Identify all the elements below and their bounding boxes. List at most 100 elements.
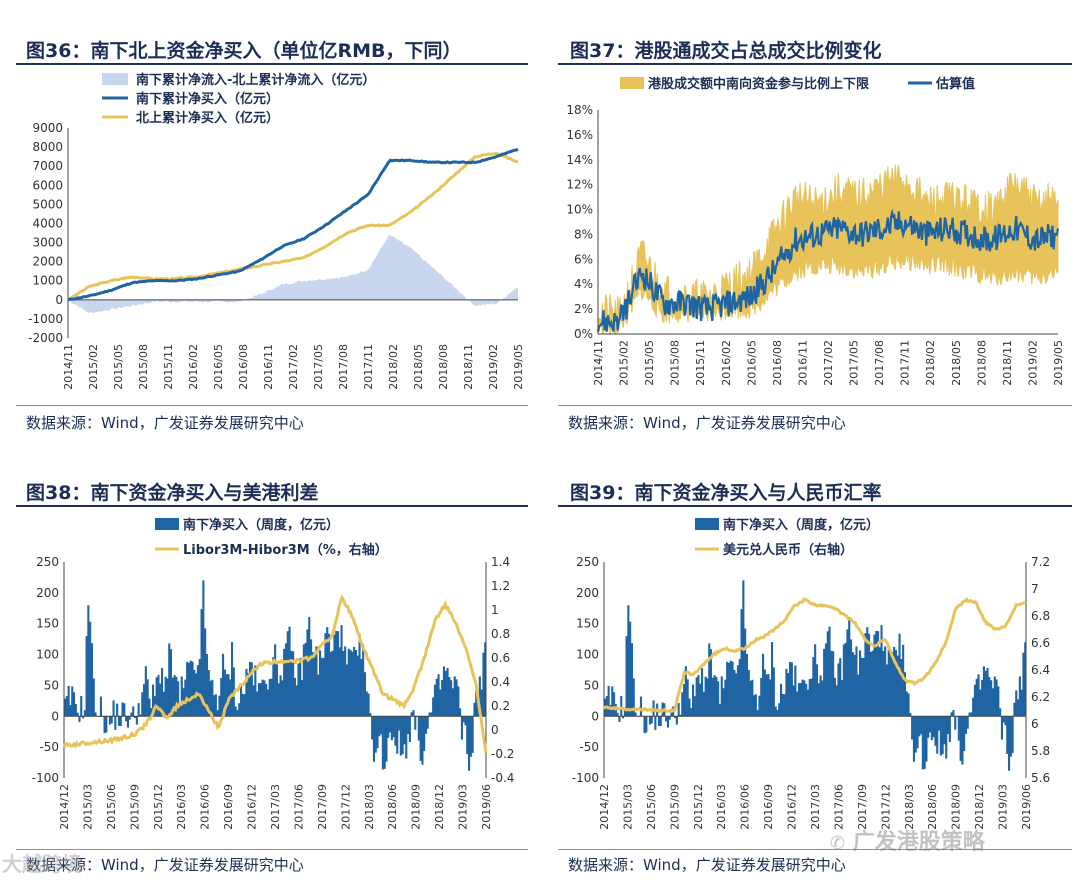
- weekly-net-buy-bar: [889, 650, 892, 717]
- weekly-net-buy-bar: [927, 716, 930, 738]
- weekly-net-buy-bar: [358, 633, 361, 717]
- y2-tick-3: 0.8: [491, 627, 510, 641]
- weekly-net-buy-bar: [947, 716, 950, 735]
- legend-bar-swatch: [155, 518, 179, 530]
- weekly-net-buy-bar: [141, 692, 144, 717]
- weekly-net-buy-bar: [71, 686, 74, 717]
- weekly-net-buy-bar: [371, 716, 374, 740]
- x-xtick-3: 2015/08: [137, 344, 150, 390]
- x-xtick-1: 2015/03: [81, 784, 94, 830]
- weekly-net-buy-bar: [132, 706, 135, 717]
- weekly-net-buy-bar: [430, 712, 433, 717]
- weekly-net-buy-bar: [747, 670, 750, 717]
- x-xtick-6: 2016/05: [745, 340, 758, 386]
- weekly-net-buy-bar: [934, 716, 937, 746]
- figure-36-chart: 南下累计净流入-北上累计净流入（亿元） 南下累计净买入（亿元） 北上累计净买入（亿元…: [28, 72, 525, 390]
- weekly-net-buy-bar: [441, 679, 444, 717]
- weekly-net-buy-bar: [790, 662, 793, 717]
- weekly-net-buy-bar: [826, 631, 829, 717]
- x-xtick-9: 2017/02: [822, 340, 835, 386]
- weekly-net-buy-bar: [819, 675, 822, 717]
- weekly-net-buy-bar: [238, 703, 241, 717]
- weekly-net-buy-bar: [266, 689, 269, 717]
- weekly-net-buy-bar: [448, 677, 451, 717]
- weekly-net-buy-bar: [645, 716, 648, 733]
- x-xtick-18: 2019/05: [1052, 340, 1065, 386]
- weekly-net-buy-bar: [281, 680, 284, 717]
- figure-38-title: 图38：南下资金净买入与美港利差: [26, 482, 319, 504]
- weekly-net-buy-bar: [462, 716, 465, 723]
- y-tick-6: -50: [39, 740, 59, 754]
- x-xtick-17: 2019/02: [487, 344, 500, 390]
- legend-bar-swatch: [695, 518, 719, 530]
- weekly-net-buy-bar: [383, 716, 386, 769]
- weekly-net-buy-bar: [268, 679, 271, 717]
- weekly-net-buy-bar: [78, 716, 81, 722]
- weekly-net-buy-bar: [629, 621, 632, 717]
- weekly-net-buy-bar: [666, 716, 669, 728]
- weekly-net-buy-bar: [995, 679, 998, 717]
- x-xtick-14: 2018/05: [950, 340, 963, 386]
- weekly-net-buy-bar: [231, 642, 234, 717]
- weekly-net-buy-bar: [853, 654, 856, 717]
- series-net-difference-area: [68, 235, 518, 314]
- weekly-net-buy-bar: [1000, 716, 1003, 740]
- weekly-net-buy-bar: [180, 676, 183, 717]
- weekly-net-buy-bar: [74, 704, 77, 717]
- weekly-net-buy-bar: [272, 657, 275, 717]
- legend-north-label: 北上累计净买入（亿元）: [136, 110, 279, 126]
- weekly-net-buy-bar: [459, 708, 462, 717]
- weekly-net-buy-bar: [828, 626, 831, 717]
- weekly-net-buy-bar: [988, 677, 991, 717]
- weekly-net-buy-bar: [733, 670, 736, 717]
- weekly-net-buy-bar: [912, 716, 915, 762]
- weekly-net-buy-bar: [923, 716, 926, 769]
- x-xtick-13: 2018/03: [363, 784, 376, 830]
- weekly-net-buy-bar: [216, 710, 219, 717]
- weekly-net-buy-bar: [110, 716, 113, 724]
- weekly-net-buy-bar: [247, 673, 250, 717]
- weekly-net-buy-bar: [785, 668, 788, 717]
- weekly-net-buy-bar: [758, 695, 761, 717]
- weekly-net-buy-bar: [950, 712, 953, 717]
- weekly-net-buy-bar: [914, 716, 917, 753]
- x-xtick-16: 2018/12: [973, 784, 986, 830]
- weekly-net-buy-bar: [781, 694, 784, 717]
- weekly-net-buy-bar: [903, 672, 906, 717]
- weekly-net-buy-bar: [144, 666, 147, 717]
- weekly-net-buy-bar: [718, 703, 721, 717]
- x-xtick-5: 2016/03: [715, 784, 728, 830]
- weekly-net-buy-bar: [394, 716, 397, 746]
- x-xtick-12: 2017/11: [362, 344, 375, 390]
- weekly-net-buy-bar: [618, 716, 621, 722]
- weekly-net-buy-bar: [623, 710, 626, 717]
- weekly-net-buy-bar: [435, 678, 438, 717]
- weekly-net-buy-bar: [648, 716, 651, 725]
- x-xtick-3: 2015/09: [128, 784, 141, 830]
- weekly-net-buy-bar: [611, 686, 614, 717]
- weekly-net-buy-bar: [139, 714, 142, 717]
- weekly-net-buy-bar: [711, 677, 714, 717]
- weekly-net-buy-bar: [1002, 716, 1005, 723]
- y2-tick-8: 5.6: [1031, 771, 1050, 785]
- weekly-net-buy-bar: [177, 681, 180, 717]
- y-tick-1: 8000: [32, 140, 63, 154]
- weekly-net-buy-bar: [130, 712, 133, 717]
- weekly-net-buy-bar: [117, 716, 120, 726]
- y-tick-4: 50: [44, 678, 59, 692]
- weekly-net-buy-bar: [981, 679, 984, 717]
- y2-tick-0: 1.4: [491, 555, 510, 569]
- weekly-net-buy-bar: [286, 631, 289, 717]
- legend-area-swatch: [102, 73, 128, 85]
- weekly-net-buy-bar: [607, 685, 610, 717]
- weekly-net-buy-bar: [627, 605, 630, 717]
- weekly-net-buy-bar: [313, 654, 316, 717]
- weekly-net-buy-bar: [198, 659, 201, 717]
- weekly-net-buy-bar: [320, 657, 323, 717]
- weekly-net-buy-bar: [814, 644, 817, 717]
- weekly-net-buy-bar: [690, 708, 693, 717]
- weekly-net-buy-bar: [82, 716, 85, 719]
- weekly-net-buy-bar: [803, 680, 806, 717]
- y-tick-2: 7000: [32, 159, 63, 173]
- weekly-net-buy-bar: [744, 628, 747, 717]
